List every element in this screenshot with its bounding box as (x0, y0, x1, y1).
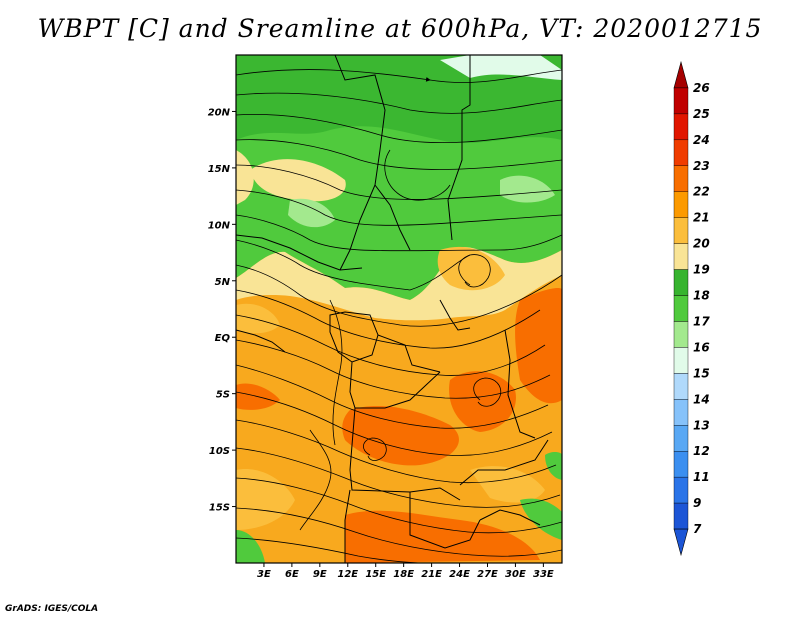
x-axis-ticks: 3E 6E 9E 12E 15E 18E 21E 24E 27E 30E 33E (257, 563, 554, 580)
wbpt-shading (236, 55, 562, 563)
colorbar-label: 24 (693, 133, 710, 147)
colorbar-swatch (673, 399, 689, 426)
colorbar-swatch (673, 425, 689, 452)
chart-title: WBPT [C] and Sreamline at 600hPa, VT: 20… (37, 14, 763, 43)
colorbar-swatch (673, 451, 689, 478)
colorbar-swatch (673, 139, 689, 166)
colorbar-label: 18 (693, 289, 710, 303)
colorbar-swatch (673, 295, 689, 322)
y-tick-label: 20N (208, 107, 231, 118)
x-tick-label: 27E (477, 569, 498, 580)
x-tick-label: 9E (313, 569, 327, 580)
colorbar-swatch (673, 502, 689, 530)
colorbar-label: 13 (693, 418, 710, 432)
colorbar-swatch (673, 347, 689, 374)
colorbar-swatch (673, 191, 689, 218)
colorbar-label: 21 (693, 211, 710, 225)
x-tick-label: 12E (337, 569, 358, 580)
colorbar-swatch (673, 476, 689, 504)
colorbar-label: 15 (693, 366, 710, 380)
colorbar-swatch (673, 87, 689, 115)
colorbar-swatch (673, 165, 689, 192)
x-tick-label: 24E (449, 569, 470, 580)
colorbar-label: 11 (693, 470, 710, 484)
colorbar-label: 16 (693, 340, 710, 354)
colorbar-label: 25 (693, 107, 710, 121)
y-tick-label: 10N (208, 220, 231, 231)
colorbar-label: 23 (693, 159, 710, 173)
colorbar-label: 12 (693, 444, 710, 458)
x-tick-label: 15E (365, 569, 386, 580)
x-tick-label: 21E (421, 569, 442, 580)
colorbar-label: 26 (693, 81, 710, 95)
colorbar-swatch (673, 373, 689, 400)
x-tick-label: 33E (533, 569, 554, 580)
colorbar-swatch (673, 269, 689, 296)
colorbar-label: 9 (693, 496, 701, 510)
colorbar-label: 17 (693, 314, 710, 328)
y-axis-ticks: 20N 15N 10N 5N EQ 5S 10S 15S (208, 107, 236, 514)
y-tick-label: 15S (209, 503, 230, 514)
colorbar-swatch (673, 113, 689, 141)
y-tick-label: 5N (215, 277, 231, 288)
x-tick-label: 18E (393, 569, 414, 580)
colorbar-label: 14 (693, 392, 710, 406)
colorbar-under-triangle (673, 528, 689, 557)
x-tick-label: 6E (285, 569, 299, 580)
colorbar-swatch (673, 243, 689, 270)
colorbar-swatch (673, 321, 689, 348)
colorbar-label: 7 (693, 522, 702, 536)
colorbar-label: 19 (693, 263, 710, 277)
colorbar-label: 20 (693, 237, 710, 251)
country-borders (236, 55, 549, 563)
colorbar: 26 25 24 23 22 21 20 19 18 17 16 15 14 13 12 11 9 7 (673, 60, 710, 557)
y-tick-label: 15N (208, 164, 231, 175)
colorbar-swatch (673, 217, 689, 244)
x-tick-label: 3E (257, 569, 271, 580)
grads-credit: GrADS: IGES/COLA (5, 604, 99, 614)
y-tick-label: EQ (215, 333, 231, 344)
colorbar-over-triangle (673, 60, 689, 89)
colorbar-label: 22 (693, 185, 710, 199)
y-tick-label: 5S (216, 390, 230, 401)
map-frame (235, 54, 563, 564)
streamlines (236, 69, 562, 563)
y-tick-label: 10S (209, 446, 230, 457)
x-tick-label: 30E (505, 569, 526, 580)
